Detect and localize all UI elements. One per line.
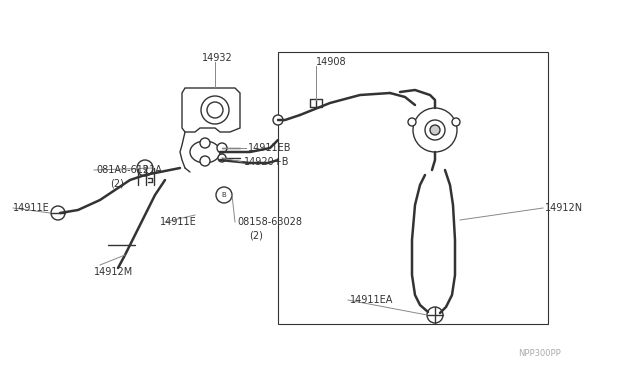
Text: 14932: 14932	[202, 53, 232, 63]
Circle shape	[216, 187, 232, 203]
Text: 14911EA: 14911EA	[350, 295, 394, 305]
Text: 14911E: 14911E	[13, 203, 50, 213]
Circle shape	[200, 156, 210, 166]
Circle shape	[137, 160, 153, 176]
Text: 081A8-6121A: 081A8-6121A	[96, 165, 162, 175]
Circle shape	[201, 96, 229, 124]
Text: 14911EB: 14911EB	[248, 143, 291, 153]
Circle shape	[217, 143, 227, 153]
Bar	[278, 52, 548, 324]
Text: B: B	[143, 165, 147, 171]
Circle shape	[408, 118, 416, 126]
Ellipse shape	[190, 141, 220, 163]
Polygon shape	[182, 88, 240, 132]
Text: 14912M: 14912M	[94, 267, 133, 277]
Text: B: B	[221, 192, 227, 198]
Text: 14920+B: 14920+B	[244, 157, 289, 167]
Circle shape	[218, 154, 226, 162]
Circle shape	[51, 206, 65, 220]
Circle shape	[427, 307, 443, 323]
Text: (2): (2)	[249, 230, 263, 240]
Text: 14912N: 14912N	[545, 203, 583, 213]
Text: 08158-63028: 08158-63028	[237, 217, 302, 227]
Circle shape	[430, 125, 440, 135]
Circle shape	[207, 102, 223, 118]
Circle shape	[273, 115, 283, 125]
Circle shape	[200, 138, 210, 148]
Circle shape	[413, 108, 457, 152]
Circle shape	[425, 120, 445, 140]
Text: (2): (2)	[110, 178, 124, 188]
Circle shape	[452, 118, 460, 126]
Text: NPP300PP: NPP300PP	[518, 350, 561, 359]
Text: 14908: 14908	[316, 57, 347, 67]
Text: 14911E: 14911E	[160, 217, 196, 227]
